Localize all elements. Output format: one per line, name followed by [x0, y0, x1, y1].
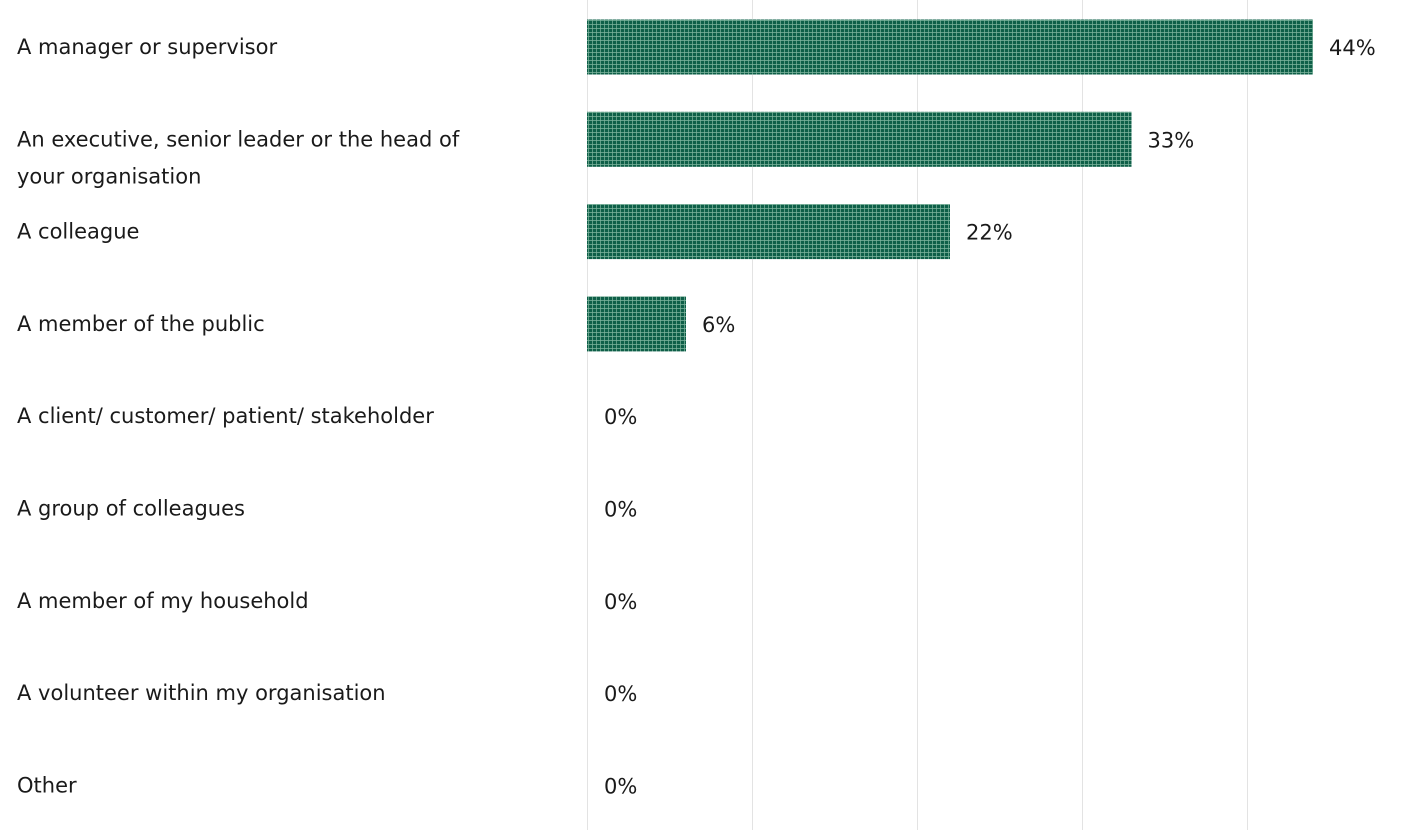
value-label-0: 44%	[1329, 36, 1376, 60]
bar-0	[587, 19, 1313, 75]
category-label-3: A member of the public	[17, 312, 265, 336]
bar-2	[587, 204, 950, 260]
value-label-1: 33%	[1148, 128, 1195, 152]
category-label-2: A colleague	[17, 220, 139, 244]
value-label-8: 0%	[604, 774, 637, 798]
category-label-6: A member of my household	[17, 589, 309, 613]
value-label-3: 6%	[702, 313, 735, 337]
category-label-7: A volunteer within my organisation	[17, 681, 386, 705]
value-label-4: 0%	[604, 405, 637, 429]
value-label-2: 22%	[966, 221, 1013, 245]
value-label-6: 0%	[604, 590, 637, 614]
category-labels: A manager or supervisor An executive, sen…	[17, 35, 460, 797]
category-label-0: A manager or supervisor	[17, 35, 277, 59]
category-label-5: A group of colleagues	[17, 497, 245, 521]
category-label-4: A client/ customer/ patient/ stakeholder	[17, 404, 434, 428]
value-label-7: 0%	[604, 682, 637, 706]
bar-1	[587, 111, 1132, 167]
category-label-1: An executive, senior leader or the head …	[17, 127, 460, 188]
bar-3	[587, 296, 686, 352]
value-labels: 44% 33% 22% 6% 0% 0% 0% 0% 0%	[604, 36, 1376, 798]
bars	[587, 19, 1313, 352]
value-label-5: 0%	[604, 498, 637, 522]
category-label-8: Other	[17, 773, 77, 797]
